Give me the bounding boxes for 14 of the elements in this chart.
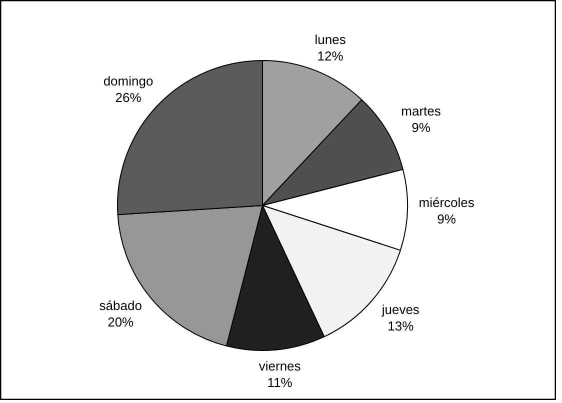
slice-label: lunes [314,32,346,47]
data-label: 9% [437,212,456,227]
slice-label: viernes [258,358,302,374]
data-label: 26% [115,90,142,106]
data-label: 20% [108,314,134,330]
slice-label: jueves [380,302,420,317]
slice-label: miércoles [418,194,475,210]
data-label: 9% [412,120,431,135]
data-label: 12% [317,48,344,64]
slice-label: domingo [103,74,154,89]
data-label: 11% [267,375,293,390]
slice-label: martes [401,103,442,118]
slice-label: sábado [99,298,142,313]
data-label: 13% [388,318,414,334]
